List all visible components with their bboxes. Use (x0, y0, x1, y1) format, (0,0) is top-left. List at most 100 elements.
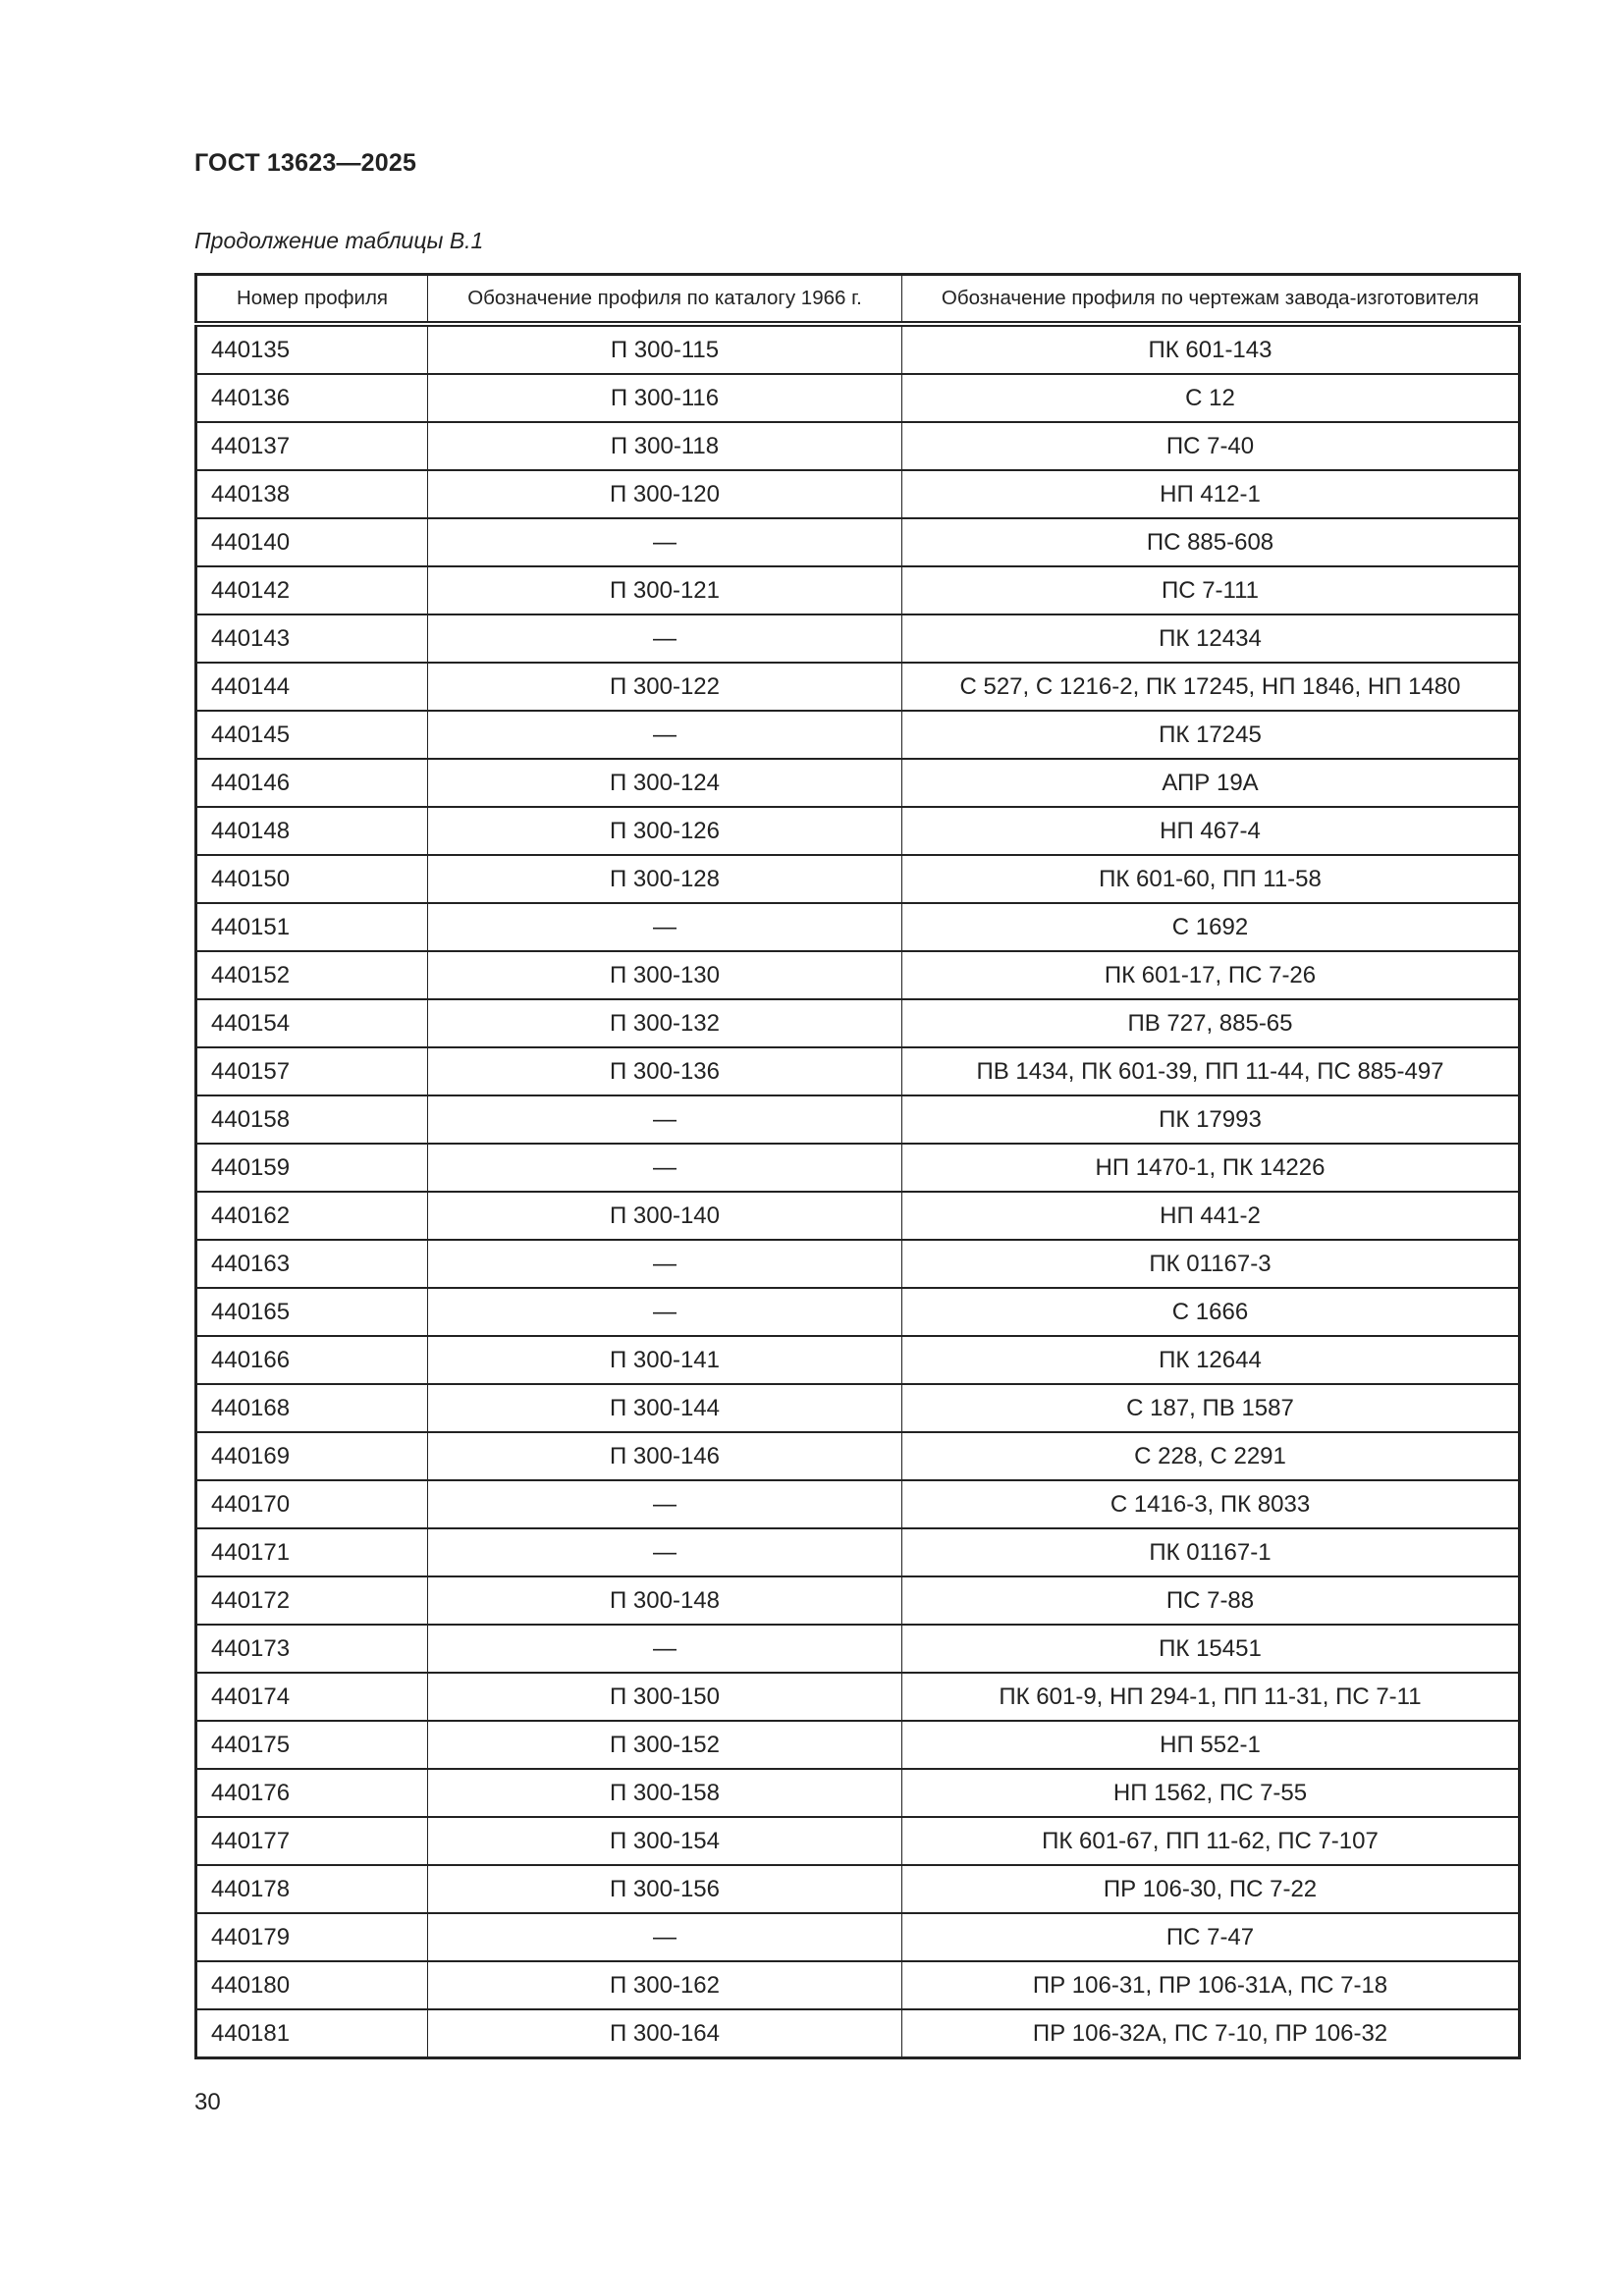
catalog-1966-cell: П 300-130 (427, 950, 902, 1000)
manufacturer-drawing-cell: ПК 17245 (901, 710, 1520, 760)
catalog-1966-cell: — (427, 1287, 902, 1337)
manufacturer-drawing-cell: ПК 601-9, НП 294-1, ПП 11-31, ПС 7-11 (901, 1672, 1520, 1722)
table-row: 440159— НП 1470-1, ПК 14226 (195, 1143, 1520, 1193)
profile-number-cell: 440159 (195, 1143, 428, 1193)
catalog-1966-cell: П 300-152 (427, 1720, 902, 1770)
table-row: 440169 П 300-146 С 228, С 2291 (195, 1431, 1520, 1481)
table-row: 440151— С 1692 (195, 902, 1520, 952)
catalog-1966-cell: П 300-146 (427, 1431, 902, 1481)
profile-number-cell: 440176 (195, 1768, 428, 1818)
table-row: 440146 П 300-124 АПР 19А (195, 758, 1520, 808)
manufacturer-drawing-cell: ПР 106-30, ПС 7-22 (901, 1864, 1520, 1914)
catalog-1966-cell: — (427, 1527, 902, 1577)
profile-number-cell: 440165 (195, 1287, 428, 1337)
profile-number-cell: 440163 (195, 1239, 428, 1289)
catalog-1966-cell: П 300-158 (427, 1768, 902, 1818)
manufacturer-drawing-cell: ПС 7-88 (901, 1575, 1520, 1626)
profile-number-cell: 440143 (195, 614, 428, 664)
page-number: 30 (194, 2089, 221, 2115)
table-row: 440174 П 300-150 ПК 601-9, НП 294-1, ПП 11… (195, 1672, 1520, 1722)
table-row: 440145— ПК 17245 (195, 710, 1520, 760)
table-row: 440170— С 1416-3, ПК 8033 (195, 1479, 1520, 1529)
profiles-table: Номер профиля Обозначение профиля по кат… (194, 273, 1521, 2059)
catalog-1966-cell: П 300-116 (427, 373, 902, 423)
table-row: 440157 П 300-136 ПВ 1434, ПК 601-39, ПП 11… (195, 1046, 1520, 1096)
catalog-1966-cell: П 300-115 (427, 323, 902, 375)
manufacturer-drawing-cell: ПК 601-17, ПС 7-26 (901, 950, 1520, 1000)
table-row: 440173— ПК 15451 (195, 1624, 1520, 1674)
manufacturer-drawing-cell: ПК 01167-1 (901, 1527, 1520, 1577)
catalog-1966-cell: П 300-150 (427, 1672, 902, 1722)
table-row: 440136 П 300-116 С 12 (195, 373, 1520, 423)
catalog-1966-cell: П 300-122 (427, 662, 902, 712)
catalog-1966-cell: — (427, 614, 902, 664)
profile-number-cell: 440136 (195, 373, 428, 423)
profile-number-cell: 440157 (195, 1046, 428, 1096)
manufacturer-drawing-cell: НП 1470-1, ПК 14226 (901, 1143, 1520, 1193)
manufacturer-drawing-cell: С 1416-3, ПК 8033 (901, 1479, 1520, 1529)
manufacturer-drawing-cell: ПВ 727, 885-65 (901, 998, 1520, 1048)
profile-number-cell: 440142 (195, 565, 428, 615)
catalog-1966-cell: — (427, 1095, 902, 1145)
profile-number-cell: 440135 (195, 323, 428, 375)
profile-number-cell: 440175 (195, 1720, 428, 1770)
profile-number-cell: 440172 (195, 1575, 428, 1626)
manufacturer-drawing-cell: ПВ 1434, ПК 601-39, ПП 11-44, ПС 885-497 (901, 1046, 1520, 1096)
catalog-1966-cell: П 300-162 (427, 1960, 902, 2010)
profile-number-cell: 440179 (195, 1912, 428, 1962)
profile-number-cell: 440171 (195, 1527, 428, 1577)
manufacturer-drawing-cell: С 1666 (901, 1287, 1520, 1337)
catalog-1966-cell: П 300-121 (427, 565, 902, 615)
profile-number-cell: 440162 (195, 1191, 428, 1241)
table-row: 440180 П 300-162 ПР 106-31, ПР 106-31А, ПС… (195, 1960, 1520, 2010)
manufacturer-drawing-cell: ПК 17993 (901, 1095, 1520, 1145)
manufacturer-drawing-cell: ПК 12434 (901, 614, 1520, 664)
table-row: 440166 П 300-141 ПК 12644 (195, 1335, 1520, 1385)
profile-number-cell: 440173 (195, 1624, 428, 1674)
table-row: 440163— ПК 01167-3 (195, 1239, 1520, 1289)
table-row: 440143— ПК 12434 (195, 614, 1520, 664)
catalog-1966-cell: П 300-140 (427, 1191, 902, 1241)
table-row: 440172 П 300-148 ПС 7-88 (195, 1575, 1520, 1626)
profile-number-cell: 440180 (195, 1960, 428, 2010)
manufacturer-drawing-cell: ПС 7-111 (901, 565, 1520, 615)
manufacturer-drawing-cell: НП 441-2 (901, 1191, 1520, 1241)
table-row: 440154 П 300-132 ПВ 727, 885-65 (195, 998, 1520, 1048)
manufacturer-drawing-cell: АПР 19А (901, 758, 1520, 808)
table-header-row: Номер профиля Обозначение профиля по кат… (195, 274, 1520, 327)
manufacturer-drawing-cell: ПС 7-47 (901, 1912, 1520, 1962)
profile-number-cell: 440181 (195, 2008, 428, 2058)
profile-number-cell: 440152 (195, 950, 428, 1000)
catalog-1966-cell: П 300-148 (427, 1575, 902, 1626)
profile-number-cell: 440154 (195, 998, 428, 1048)
profile-number-cell: 440150 (195, 854, 428, 904)
manufacturer-drawing-cell: НП 1562, ПС 7-55 (901, 1768, 1520, 1818)
catalog-1966-cell: П 300-120 (427, 469, 902, 519)
manufacturer-drawing-cell: С 1692 (901, 902, 1520, 952)
table-row: 440148 П 300-126 НП 467-4 (195, 806, 1520, 856)
profile-number-cell: 440158 (195, 1095, 428, 1145)
profile-number-cell: 440148 (195, 806, 428, 856)
document-title: ГОСТ 13623—2025 (194, 149, 417, 177)
manufacturer-drawing-cell: С 228, С 2291 (901, 1431, 1520, 1481)
manufacturer-drawing-cell: НП 552-1 (901, 1720, 1520, 1770)
table-row: 440144 П 300-122 С 527, С 1216-2, ПК 17245… (195, 662, 1520, 712)
column-header: Обозначение профиля по каталогу 1966 г. (427, 274, 902, 327)
manufacturer-drawing-cell: ПК 01167-3 (901, 1239, 1520, 1289)
catalog-1966-cell: П 300-141 (427, 1335, 902, 1385)
table-row: 440140— ПС 885-608 (195, 517, 1520, 567)
profile-number-cell: 440144 (195, 662, 428, 712)
table-row: 440142 П 300-121 ПС 7-111 (195, 565, 1520, 615)
table-row: 440179— ПС 7-47 (195, 1912, 1520, 1962)
catalog-1966-cell: — (427, 1912, 902, 1962)
catalog-1966-cell: — (427, 1624, 902, 1674)
catalog-1966-cell: П 300-136 (427, 1046, 902, 1096)
table-row: 440176 П 300-158 НП 1562, ПС 7-55 (195, 1768, 1520, 1818)
profile-number-cell: 440145 (195, 710, 428, 760)
table-row: 440137 П 300-118 ПС 7-40 (195, 421, 1520, 471)
manufacturer-drawing-cell: С 187, ПВ 1587 (901, 1383, 1520, 1433)
table-row: 440181 П 300-164 ПР 106-32А, ПС 7-10, ПР 1… (195, 2008, 1520, 2058)
profile-number-cell: 440168 (195, 1383, 428, 1433)
manufacturer-drawing-cell: ПК 601-143 (901, 323, 1520, 375)
table-row: 440150 П 300-128 ПК 601-60, ПП 11-58 (195, 854, 1520, 904)
